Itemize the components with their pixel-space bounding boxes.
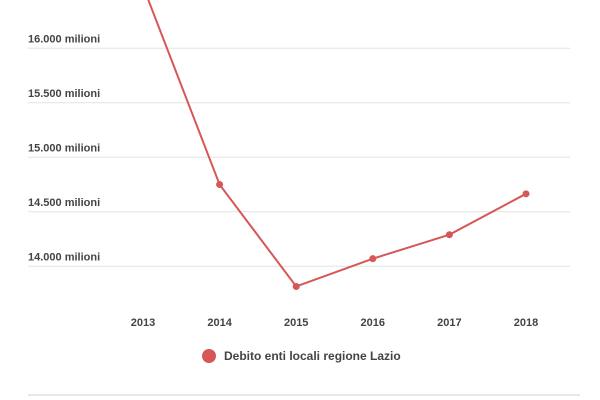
y-tick-label: 15.000 milioni (28, 142, 100, 154)
y-tick-label: 14.000 milioni (28, 251, 100, 263)
x-tick-label: 2016 (361, 317, 385, 329)
y-tick-label: 15.500 milioni (28, 88, 100, 100)
legend-label: Debito enti locali regione Lazio (224, 349, 401, 363)
data-point (216, 181, 224, 189)
x-tick-label: 2013 (131, 317, 155, 329)
data-point (445, 231, 453, 239)
data-point (369, 255, 377, 263)
data-point (522, 190, 530, 198)
legend-marker (202, 349, 216, 363)
x-tick-label: 2015 (284, 317, 308, 329)
x-tick-label: 2017 (437, 317, 461, 329)
x-tick-label: 2014 (207, 317, 232, 329)
x-tick-label: 2018 (514, 317, 538, 329)
y-tick-label: 16.000 milioni (28, 33, 100, 45)
legend: Debito enti locali regione Lazio (202, 349, 401, 363)
y-tick-label: 14.500 milioni (28, 197, 100, 209)
data-point (292, 282, 300, 290)
series-line (147, 0, 527, 288)
